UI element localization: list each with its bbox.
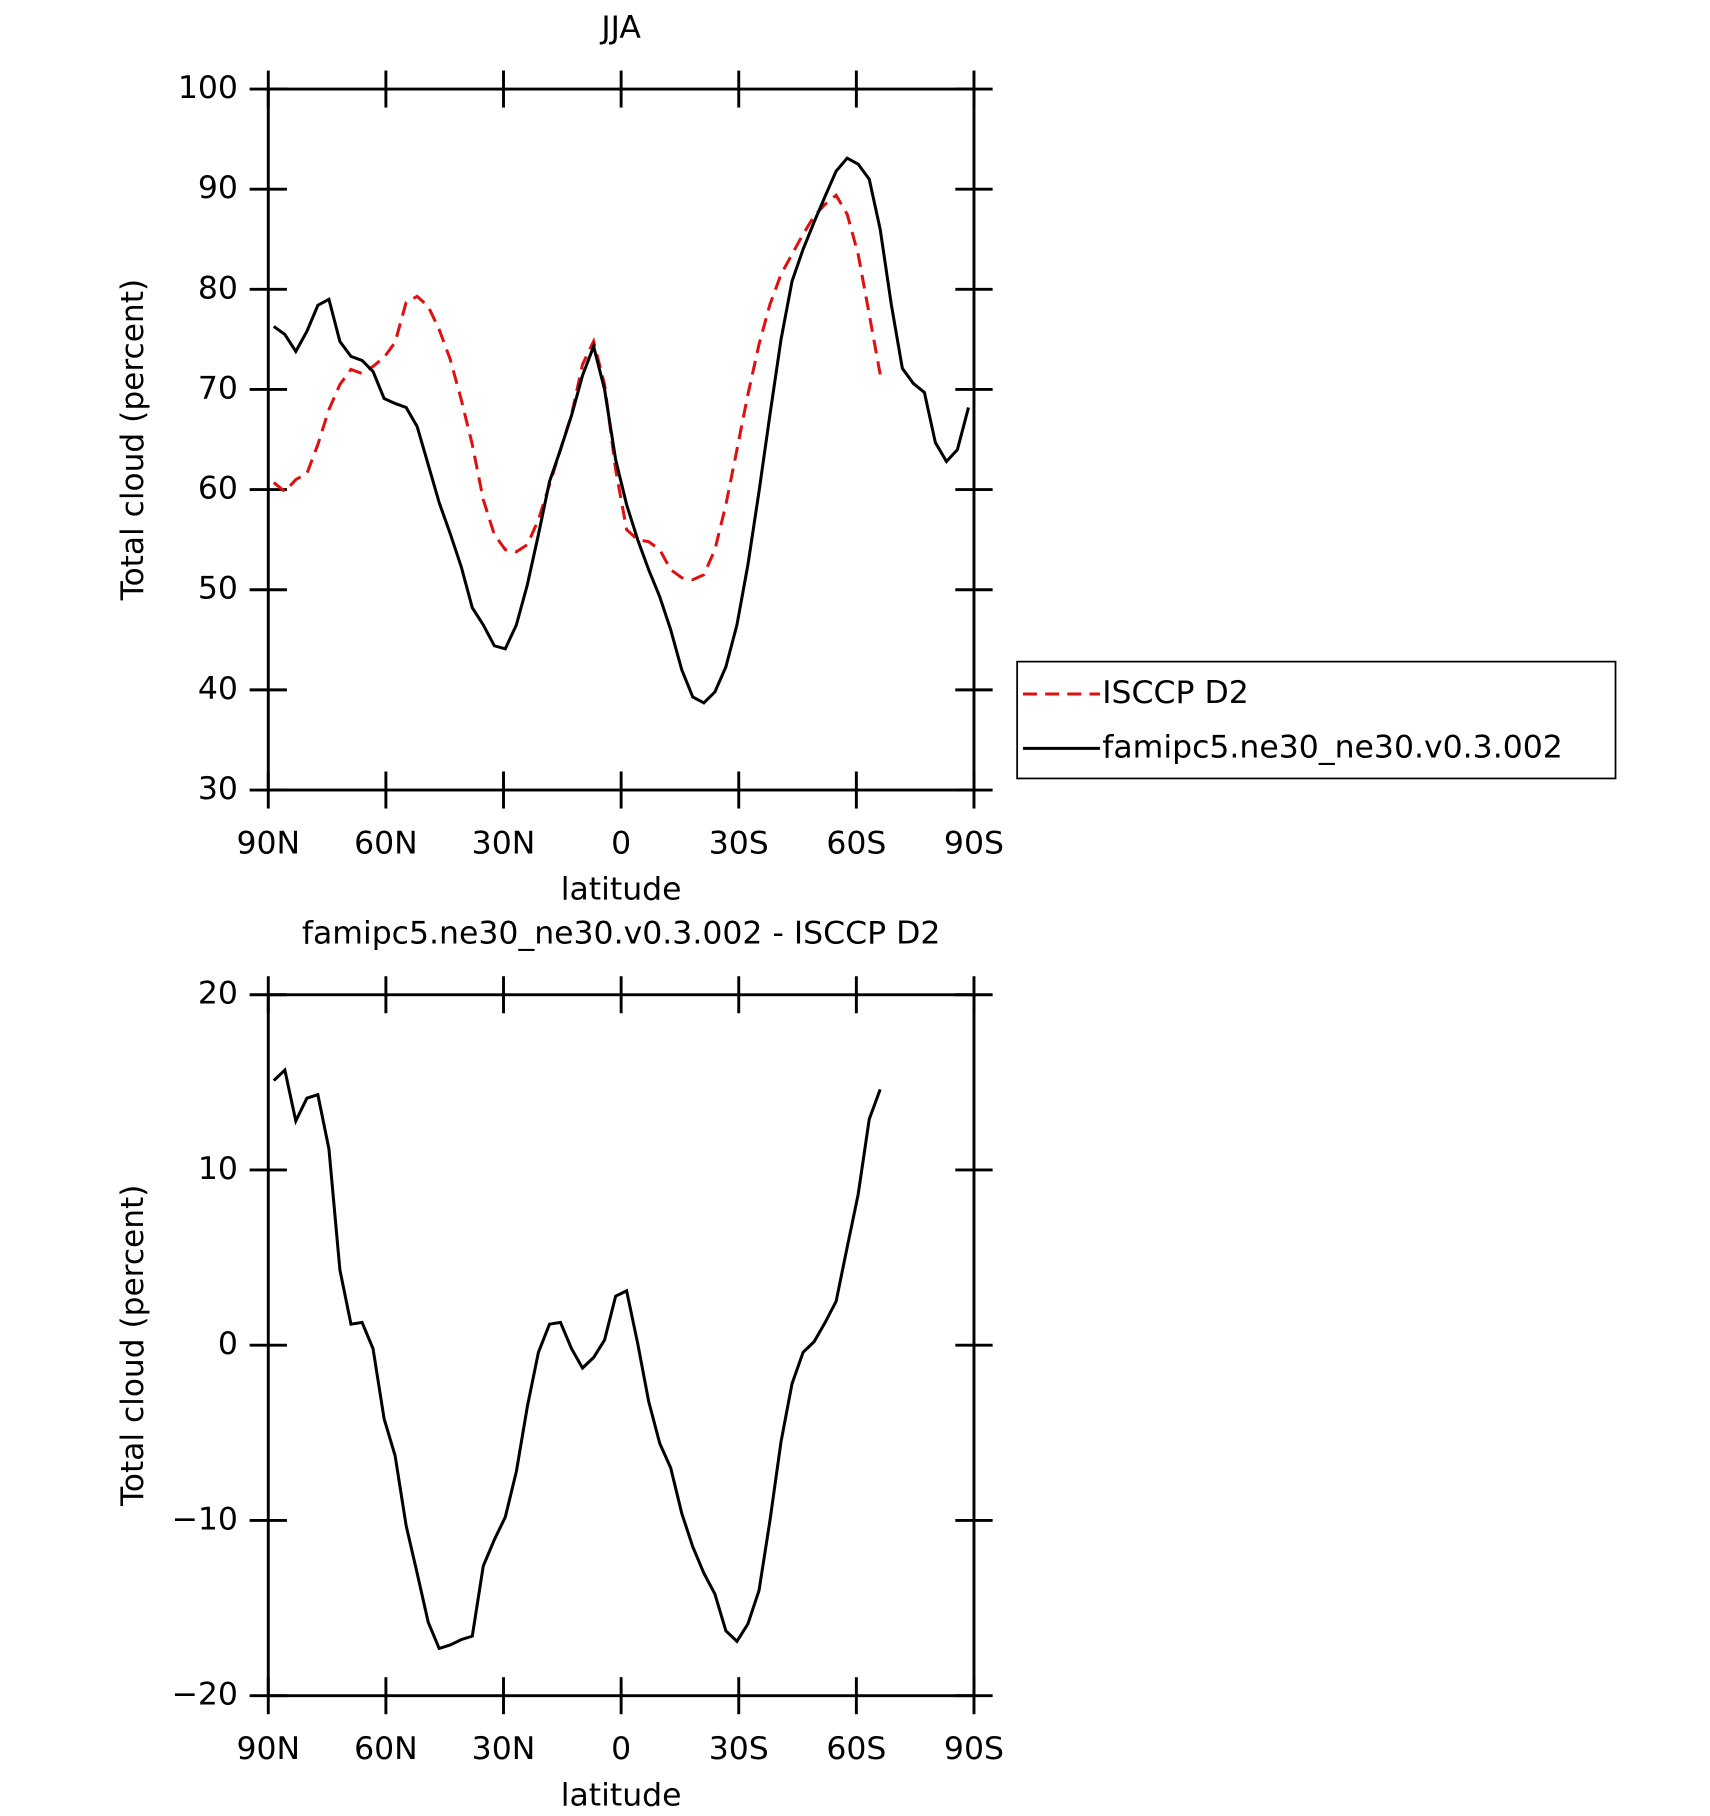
y-tick-label: 50 <box>198 571 238 607</box>
y-axis-label: Total cloud (percent) <box>115 1185 151 1507</box>
x-axis-label: latitude <box>561 872 682 908</box>
x-axis-label: latitude <box>561 1777 682 1813</box>
series-line <box>272 192 882 582</box>
x-tick-label: 0 <box>611 825 631 861</box>
chart-title: JJA <box>599 10 641 46</box>
plot: JJA 30 40 50 60 70 80 90 100 90N 60N 30N 0 30S 60S 90S l… <box>115 10 1617 908</box>
x-tick-label: 90N <box>236 1731 300 1767</box>
legend-label: ISCCP D2 <box>1102 675 1249 711</box>
y-tick-label: 100 <box>178 70 238 106</box>
plot-frame <box>266 87 976 792</box>
y-tick-label: 60 <box>198 471 238 507</box>
legend-label: famipc5.ne30_ne30.v0.3.002 <box>1102 729 1563 765</box>
series-line <box>272 156 970 705</box>
x-tick-label: 90S <box>944 1731 1004 1767</box>
x-tick-label: 0 <box>611 1731 631 1767</box>
series-line <box>272 1067 882 1651</box>
y-tick-label: 90 <box>198 170 238 206</box>
x-tick-label: 60S <box>826 1731 886 1767</box>
y-tick-label: −20 <box>171 1677 237 1713</box>
x-tick-label: 30N <box>472 825 536 861</box>
y-tick-label: 20 <box>198 976 238 1012</box>
y-tick-label: 0 <box>218 1326 238 1362</box>
y-tick-label: −10 <box>171 1502 237 1538</box>
chart-title: famipc5.ne30_ne30.v0.3.002 - ISCCP D2 <box>302 916 940 952</box>
x-tick-label: 90S <box>944 825 1004 861</box>
x-tick-label: 60N <box>354 1731 418 1767</box>
y-tick-label: 40 <box>198 671 238 707</box>
x-tick-label: 60S <box>826 825 886 861</box>
plot-frame <box>266 993 976 1698</box>
x-tick-label: 90N <box>236 825 300 861</box>
legend-box <box>1016 660 1617 780</box>
y-tick-label: 30 <box>198 771 238 807</box>
y-axis-label: Total cloud (percent) <box>115 279 151 601</box>
x-tick-label: 60N <box>354 825 418 861</box>
y-tick-label: 10 <box>198 1151 238 1187</box>
x-tick-label: 30N <box>472 1731 536 1767</box>
y-tick-label: 80 <box>198 270 238 306</box>
x-tick-label: 30S <box>709 1731 769 1767</box>
plot: famipc5.ne30_ne30.v0.3.002 - ISCCP D2 −20… <box>115 916 1004 1814</box>
y-tick-label: 70 <box>198 371 238 407</box>
x-tick-label: 30S <box>709 825 769 861</box>
